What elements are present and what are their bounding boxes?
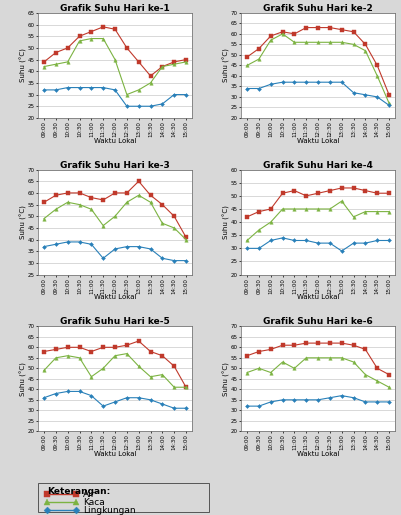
Title: Grafik Suhu Hari ke-6: Grafik Suhu Hari ke-6 (263, 317, 373, 326)
X-axis label: Waktu Lokal: Waktu Lokal (94, 451, 136, 457)
X-axis label: Waktu Lokal: Waktu Lokal (297, 451, 339, 457)
Y-axis label: Suhu (°C): Suhu (°C) (222, 48, 229, 82)
X-axis label: Waktu Lokal: Waktu Lokal (94, 295, 136, 300)
Y-axis label: Suhu (°C): Suhu (°C) (19, 205, 26, 239)
Text: Kaca: Kaca (83, 497, 104, 507)
Y-axis label: Suhu (°C): Suhu (°C) (19, 362, 26, 396)
Title: Grafik Suhu Hari ke-4: Grafik Suhu Hari ke-4 (263, 161, 373, 169)
Title: Grafik Suhu Hari ke-2: Grafik Suhu Hari ke-2 (263, 4, 373, 13)
X-axis label: Waktu Lokal: Waktu Lokal (94, 138, 136, 144)
Title: Grafik Suhu Hari ke-1: Grafik Suhu Hari ke-1 (60, 4, 170, 13)
Text: Keterangan:: Keterangan: (47, 487, 110, 495)
Title: Grafik Suhu Hari ke-5: Grafik Suhu Hari ke-5 (60, 317, 170, 326)
X-axis label: Waktu Lokal: Waktu Lokal (297, 138, 339, 144)
Y-axis label: Suhu (°C): Suhu (°C) (19, 48, 26, 82)
Title: Grafik Suhu Hari ke-3: Grafik Suhu Hari ke-3 (60, 161, 170, 169)
Text: Lingkungan: Lingkungan (83, 506, 135, 514)
Y-axis label: Suhu (°C): Suhu (°C) (222, 205, 229, 239)
Text: Air: Air (83, 490, 95, 499)
X-axis label: Waktu Lokal: Waktu Lokal (297, 295, 339, 300)
Y-axis label: Suhu (°C): Suhu (°C) (222, 362, 229, 396)
